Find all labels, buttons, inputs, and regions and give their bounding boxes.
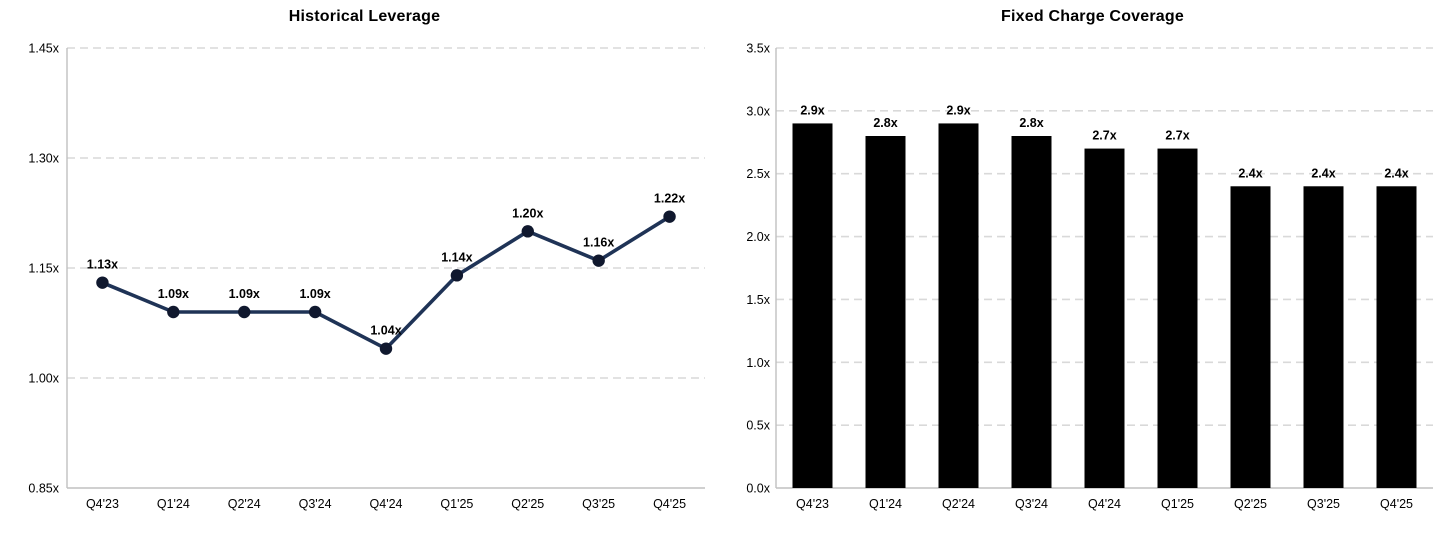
data-point-marker — [238, 305, 251, 319]
y-tick-label: 1.0x — [746, 356, 770, 370]
x-tick-label: Q4'23 — [796, 497, 829, 511]
y-tick-label: 1.45x — [28, 42, 59, 56]
data-label: 1.09x — [229, 287, 260, 301]
bar — [865, 136, 906, 488]
data-label: 1.13x — [87, 258, 118, 272]
bar — [1011, 136, 1052, 488]
y-tick-label: 0.85x — [28, 482, 59, 496]
bar — [1084, 148, 1125, 489]
data-label: 2.8x — [873, 116, 897, 130]
data-label: 1.22x — [654, 192, 685, 206]
y-tick-label: 2.0x — [746, 230, 770, 244]
bar-chart-svg: 3.5x 3.0x 2.5x 2.0x 1.5x 1.0x 0.5x 0.0x Q4'23 Q1'… — [746, 42, 1433, 511]
historical-leverage-chart-panel: Historical Leverage 1.45x 1.30x 1.15x 1.00x… — [28, 8, 705, 511]
data-point-marker — [663, 210, 676, 223]
data-label: 2.9x — [800, 103, 824, 117]
x-tick-label: Q3'25 — [582, 497, 615, 511]
chart-title-historical-leverage: Historical Leverage — [288, 8, 441, 25]
x-tick-label: Q4'25 — [653, 497, 686, 511]
x-tick-label: Q3'25 — [1307, 497, 1340, 511]
y-tick-label: 1.30x — [28, 152, 59, 166]
x-tick-label: Q3'24 — [299, 497, 332, 511]
y-tick-label: 0.5x — [746, 419, 770, 433]
data-label: 2.9x — [946, 103, 970, 117]
data-label: 2.4x — [1311, 166, 1335, 180]
x-tick-label: Q4'24 — [1088, 497, 1121, 511]
x-tick-label: Q4'24 — [370, 497, 403, 511]
x-tick-label: Q2'25 — [511, 497, 544, 511]
y-tick-label: 3.0x — [746, 104, 770, 118]
y-tick-label: 1.5x — [746, 293, 770, 307]
data-point-marker — [450, 269, 464, 282]
data-point-marker — [167, 305, 180, 319]
y-tick-label: 1.00x — [28, 372, 59, 386]
data-label: 2.7x — [1165, 129, 1189, 143]
y-tick-label: 1.15x — [28, 262, 59, 276]
data-point-marker — [96, 276, 109, 289]
data-label: 1.09x — [299, 287, 330, 301]
x-tick-label: Q1'25 — [1161, 497, 1194, 511]
data-point-marker — [379, 342, 393, 355]
fixed-charge-coverage-chart-panel: Fixed Charge Coverage 3.5x 3.0x 2.5x 2.0x 1.… — [728, 0, 1456, 535]
data-label: 2.4x — [1384, 166, 1408, 180]
y-tick-label: 3.5x — [746, 42, 770, 56]
line-chart-svg: 1.45x 1.30x 1.15x 1.00x 0.85x Q4'23 Q1'24 Q2'24… — [28, 42, 705, 511]
bar — [792, 123, 833, 488]
x-tick-label: Q2'24 — [942, 497, 975, 511]
x-tick-label: Q3'24 — [1015, 497, 1048, 511]
x-tick-label: Q1'24 — [869, 497, 902, 511]
x-tick-label: Q2'24 — [228, 497, 261, 511]
bar — [1230, 186, 1271, 489]
x-tick-label: Q4'25 — [1380, 497, 1413, 511]
data-label: 2.4x — [1238, 166, 1262, 180]
x-tick-label: Q1'24 — [157, 497, 190, 511]
x-tick-label: Q1'25 — [440, 497, 473, 511]
data-label: 1.14x — [441, 250, 472, 264]
chart-title-fixed-charge-coverage: Fixed Charge Coverage — [1001, 8, 1184, 25]
y-tick-label: 2.5x — [746, 167, 770, 181]
data-label: 1.09x — [158, 287, 189, 301]
bar — [938, 123, 979, 488]
y-tick-label: 0.0x — [746, 482, 770, 496]
data-point-marker — [521, 225, 534, 238]
data-label: 2.7x — [1092, 129, 1116, 143]
bar — [1376, 186, 1417, 489]
data-label: 1.16x — [583, 236, 614, 250]
data-label: 1.20x — [512, 206, 543, 220]
x-tick-label: Q4'23 — [86, 497, 119, 511]
data-point-marker — [592, 254, 605, 267]
data-point-marker — [308, 305, 322, 319]
x-tick-label: Q2'25 — [1234, 497, 1267, 511]
data-label: 1.04x — [370, 324, 401, 338]
data-label: 2.8x — [1019, 116, 1043, 130]
bar — [1157, 148, 1198, 489]
bar — [1303, 186, 1344, 489]
